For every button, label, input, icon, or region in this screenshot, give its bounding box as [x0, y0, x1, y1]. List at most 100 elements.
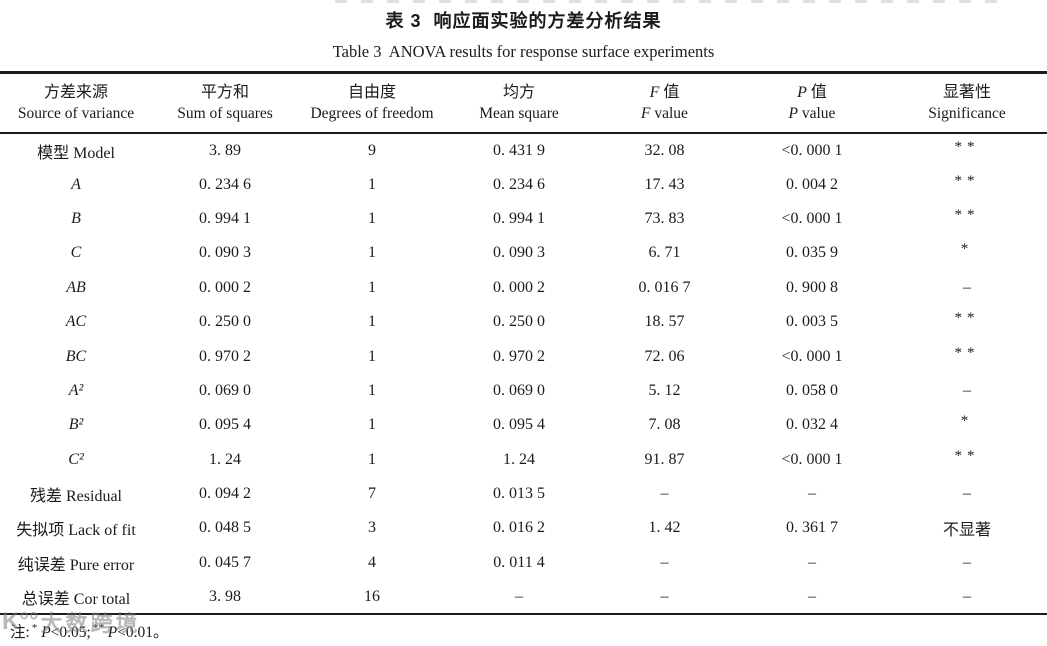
table-row: 纯误差 Pure error 0. 045 7 4 0. 011 4 – – –: [0, 546, 1047, 580]
cell-ss: 0. 048 5: [199, 519, 251, 537]
cell-p: 0. 003 5: [786, 313, 838, 331]
cell-df: 1: [368, 416, 376, 434]
table-row: A² 0. 069 0 1 0. 069 0 5. 12 0. 058 0 –: [0, 374, 1047, 408]
table-row: BC 0. 970 2 1 0. 970 2 72. 06 <0. 000 1 **: [0, 339, 1047, 373]
cell-ms: 0. 970 2: [493, 347, 545, 365]
cell-p: <0. 000 1: [781, 209, 843, 227]
cell-f: –: [660, 587, 669, 605]
cell-f: –: [660, 485, 669, 503]
cell-df: 16: [364, 587, 380, 605]
cell-ss: 1. 24: [209, 450, 241, 468]
table-row: 失拟项 Lack of fit 0. 048 5 3 0. 016 2 1. 42 0. …: [0, 511, 1047, 545]
cell-sig: **: [954, 447, 980, 464]
table-row: C² 1. 24 1 1. 24 91. 87 <0. 000 1 **: [0, 443, 1047, 477]
scan-artifact: [335, 0, 1007, 3]
cell-df: 1: [368, 175, 376, 193]
cell-sig: 不显著: [942, 522, 991, 540]
cell-p: <0. 000 1: [781, 347, 843, 365]
col-header-source: 方差来源 Source of variance: [17, 84, 135, 122]
col-header-df: 自由度 Degrees of freedom: [310, 84, 434, 122]
footnote-threshold2: <0.01。: [117, 624, 169, 641]
cell-sig: **: [954, 206, 980, 223]
cell-p: 0. 032 4: [786, 416, 838, 434]
cell-p: 0. 058 0: [786, 381, 838, 399]
cell-source: B: [71, 209, 81, 227]
cell-ss: 0. 970 2: [199, 347, 251, 365]
footnote-p2: P: [107, 624, 118, 641]
cell-sig: –: [963, 587, 971, 605]
cell-ss: 0. 095 4: [199, 416, 251, 434]
cell-source: C²: [68, 450, 84, 468]
cell-sig: –: [963, 278, 971, 296]
footnote-star1: *: [31, 621, 38, 634]
cell-df: 1: [368, 381, 376, 399]
cell-p: –: [808, 587, 816, 605]
footnote-p1: P: [41, 624, 51, 641]
cell-sig: *: [960, 241, 974, 258]
cell-source: C: [70, 244, 82, 262]
cell-ss: 0. 250 0: [199, 313, 251, 331]
cell-source: 模型 Model: [37, 144, 115, 162]
cell-ss: 3. 98: [209, 587, 241, 605]
table-title-en: Table 3 ANOVA results for response surfa…: [332, 42, 715, 61]
cell-source: B²: [68, 416, 84, 434]
cell-source: BC: [65, 347, 87, 365]
cell-f: –: [660, 553, 669, 571]
cell-ms: 0. 013 5: [493, 485, 545, 503]
table-row: B² 0. 095 4 1 0. 095 4 7. 08 0. 032 4 *: [0, 408, 1047, 442]
cell-df: 1: [368, 244, 376, 262]
cell-sig: –: [963, 553, 971, 571]
cell-ms: 0. 431 9: [493, 141, 545, 159]
table-row: 总误差 Cor total 3. 98 16 – – – –: [0, 580, 1047, 615]
table-row: 残差 Residual 0. 094 2 7 0. 013 5 – – –: [0, 477, 1047, 511]
cell-source: AB: [66, 278, 86, 296]
cell-df: 3: [368, 519, 376, 537]
footnote-threshold1: <0.05;: [50, 624, 91, 641]
cell-ms: 0. 234 6: [493, 175, 545, 193]
cell-sig: **: [954, 138, 980, 155]
cell-p: <0. 000 1: [781, 450, 843, 468]
cell-ss: 0. 234 6: [199, 175, 251, 193]
cell-f: 0. 016 7: [638, 278, 691, 296]
cell-f: 18. 57: [644, 313, 685, 331]
cell-f: 17. 43: [644, 175, 685, 193]
cell-df: 1: [368, 313, 376, 331]
cell-ms: 0. 250 0: [493, 313, 545, 331]
cell-df: 7: [368, 485, 376, 503]
cell-sig: –: [963, 485, 971, 503]
footnote: 注: * P<0.05; ** P<0.01。: [10, 620, 169, 642]
cell-f: 5. 12: [648, 381, 681, 399]
table-title-zh: 表 3 响应面实验的方差分析结果: [385, 11, 662, 31]
cell-df: 1: [368, 209, 376, 227]
cell-p: 0. 035 9: [786, 244, 838, 262]
table-row: B 0. 994 1 1 0. 994 1 73. 83 <0. 000 1 **: [0, 202, 1047, 236]
cell-ms: 0. 011 4: [493, 553, 545, 571]
cell-p: 0. 004 2: [786, 175, 838, 193]
table-row: 模型 Model 3. 89 9 0. 431 9 32. 08 <0. 000 1 **: [0, 133, 1047, 167]
cell-f: 72. 06: [644, 347, 685, 365]
cell-source: AC: [65, 313, 87, 331]
cell-source: A: [71, 175, 81, 193]
cell-df: 1: [368, 278, 376, 296]
cell-sig: **: [954, 310, 980, 327]
cell-df: 1: [368, 450, 376, 468]
cell-ms: 1. 24: [503, 450, 535, 468]
cell-ms: –: [515, 587, 523, 605]
table-row: C 0. 090 3 1 0. 090 3 6. 71 0. 035 9 *: [0, 236, 1047, 270]
cell-source: 失拟项 Lack of fit: [16, 522, 136, 540]
cell-source: 纯误差 Pure error: [17, 556, 135, 574]
cell-ms: 0. 000 2: [493, 278, 545, 296]
table-header: 方差来源 Source of variance 平方和 Sum of squares 自…: [0, 73, 1047, 133]
cell-ss: 0. 090 3: [199, 244, 251, 262]
cell-df: 9: [368, 141, 376, 159]
cell-p: <0. 000 1: [781, 141, 843, 159]
col-header-ss: 平方和 Sum of squares: [177, 84, 273, 122]
footnote-label: 注:: [10, 624, 30, 641]
cell-df: 4: [368, 553, 376, 571]
table-body: 模型 Model 3. 89 9 0. 431 9 32. 08 <0. 000 1 ** A…: [0, 133, 1047, 615]
cell-ms: 0. 069 0: [493, 381, 545, 399]
cell-f: 91. 87: [644, 450, 685, 468]
cell-ss: 3. 89: [209, 141, 241, 159]
